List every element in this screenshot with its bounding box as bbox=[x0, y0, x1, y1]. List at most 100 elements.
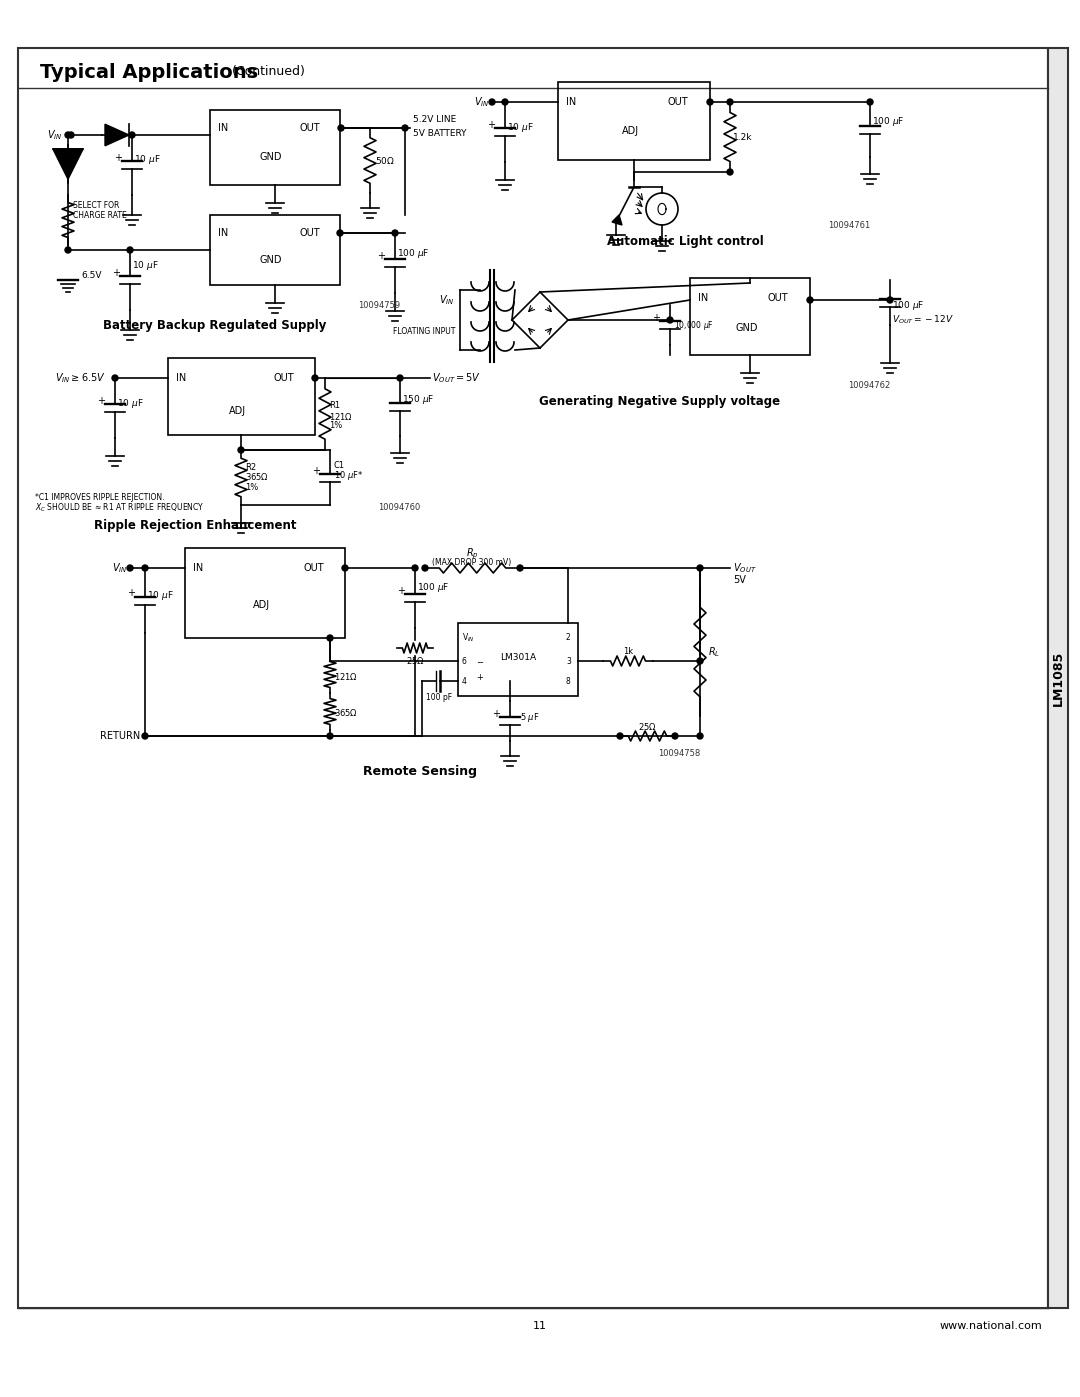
Text: $V_{IN}$: $V_{IN}$ bbox=[48, 129, 63, 142]
Circle shape bbox=[887, 298, 893, 303]
Circle shape bbox=[727, 169, 733, 175]
Text: 5.2V LINE: 5.2V LINE bbox=[413, 116, 456, 124]
Text: $X_C$ SHOULD BE ≈ R1 AT RIPPLE FREQUENCY: $X_C$ SHOULD BE ≈ R1 AT RIPPLE FREQUENCY bbox=[35, 502, 204, 514]
Text: +: + bbox=[312, 465, 320, 475]
Text: 365$\Omega$: 365$\Omega$ bbox=[245, 472, 269, 482]
Text: $V_{OUT} = 5V$: $V_{OUT} = 5V$ bbox=[432, 372, 481, 386]
Circle shape bbox=[672, 733, 678, 739]
Circle shape bbox=[327, 636, 333, 641]
Text: 100 $\mu$F: 100 $\mu$F bbox=[417, 581, 449, 595]
Text: 10094759: 10094759 bbox=[357, 300, 400, 310]
Text: 100 $\mu$F: 100 $\mu$F bbox=[892, 299, 924, 312]
Text: SELECT FOR: SELECT FOR bbox=[73, 201, 120, 210]
Text: $R_p$: $R_p$ bbox=[465, 546, 478, 562]
Text: GND: GND bbox=[260, 256, 283, 265]
Text: $V_{IN} \geq 6.5V$: $V_{IN} \geq 6.5V$ bbox=[55, 372, 106, 386]
Circle shape bbox=[65, 131, 71, 138]
Text: IN: IN bbox=[218, 123, 228, 133]
Text: Generating Negative Supply voltage: Generating Negative Supply voltage bbox=[539, 395, 781, 408]
Text: 3: 3 bbox=[566, 657, 571, 665]
Circle shape bbox=[489, 99, 495, 105]
Circle shape bbox=[397, 374, 403, 381]
Text: RETURN: RETURN bbox=[99, 731, 140, 740]
Text: 100 $\mu$F: 100 $\mu$F bbox=[397, 246, 430, 260]
Text: 5V: 5V bbox=[733, 576, 746, 585]
Text: +: + bbox=[377, 251, 384, 261]
Text: 10,000 $\mu$F: 10,000 $\mu$F bbox=[674, 319, 714, 331]
Polygon shape bbox=[612, 215, 622, 225]
Circle shape bbox=[127, 247, 133, 253]
Text: 10 $\mu$F: 10 $\mu$F bbox=[134, 154, 161, 166]
Circle shape bbox=[65, 247, 71, 253]
Text: +: + bbox=[114, 154, 122, 163]
Text: 100 $\mu$F: 100 $\mu$F bbox=[872, 116, 904, 129]
Polygon shape bbox=[105, 124, 129, 145]
Circle shape bbox=[422, 564, 428, 571]
Text: 11: 11 bbox=[534, 1322, 546, 1331]
Text: IN: IN bbox=[176, 373, 186, 383]
Text: Typical Applications: Typical Applications bbox=[40, 63, 258, 81]
Circle shape bbox=[338, 124, 345, 131]
Text: OUT: OUT bbox=[669, 96, 689, 108]
Text: Ripple Rejection Enhancement: Ripple Rejection Enhancement bbox=[94, 520, 296, 532]
Text: $V_{IN}$: $V_{IN}$ bbox=[474, 95, 490, 109]
Text: 150 $\mu$F: 150 $\mu$F bbox=[402, 394, 434, 407]
Text: *C1 IMPROVES RIPPLE REJECTION.: *C1 IMPROVES RIPPLE REJECTION. bbox=[35, 493, 164, 502]
Circle shape bbox=[112, 374, 118, 381]
Text: IN: IN bbox=[218, 228, 228, 237]
Circle shape bbox=[129, 131, 135, 138]
Circle shape bbox=[68, 131, 75, 138]
Circle shape bbox=[127, 564, 133, 571]
Text: 10094761: 10094761 bbox=[827, 221, 870, 229]
Circle shape bbox=[312, 374, 318, 381]
Text: 10 $\mu$F: 10 $\mu$F bbox=[507, 120, 534, 134]
Text: (MAX DROP 300 mV): (MAX DROP 300 mV) bbox=[432, 559, 512, 567]
Text: FLOATING INPUT: FLOATING INPUT bbox=[393, 327, 455, 337]
Text: 5V BATTERY: 5V BATTERY bbox=[413, 129, 467, 137]
Text: 5 $\mu$F: 5 $\mu$F bbox=[519, 711, 540, 725]
Circle shape bbox=[867, 99, 873, 105]
Text: 10 $\mu$F: 10 $\mu$F bbox=[117, 397, 144, 409]
Text: 100 pF: 100 pF bbox=[426, 693, 453, 701]
Circle shape bbox=[502, 99, 508, 105]
Text: 1k: 1k bbox=[623, 647, 633, 655]
Text: 10094760: 10094760 bbox=[378, 503, 420, 513]
Circle shape bbox=[517, 564, 523, 571]
Text: 8: 8 bbox=[566, 676, 570, 686]
Text: Battery Backup Regulated Supply: Battery Backup Regulated Supply bbox=[104, 319, 326, 331]
Circle shape bbox=[617, 733, 623, 739]
Text: 365$\Omega$: 365$\Omega$ bbox=[334, 707, 359, 718]
Text: 1%: 1% bbox=[329, 422, 342, 430]
Text: R1: R1 bbox=[329, 401, 340, 411]
Text: Remote Sensing: Remote Sensing bbox=[363, 764, 477, 778]
Text: GND: GND bbox=[735, 323, 758, 332]
Text: 10 $\mu$F: 10 $\mu$F bbox=[132, 258, 159, 271]
Text: $V_{IN}$: $V_{IN}$ bbox=[440, 293, 455, 307]
Text: (Continued): (Continued) bbox=[232, 66, 306, 78]
Text: 25$\Omega$: 25$\Omega$ bbox=[406, 655, 424, 665]
Text: 1.2k: 1.2k bbox=[733, 133, 753, 141]
Text: 121$\Omega$: 121$\Omega$ bbox=[334, 671, 359, 682]
Circle shape bbox=[392, 231, 399, 236]
Text: V$_{IN}$: V$_{IN}$ bbox=[462, 631, 475, 644]
Text: $-$: $-$ bbox=[476, 657, 484, 665]
Circle shape bbox=[697, 564, 703, 571]
Text: C1: C1 bbox=[334, 461, 346, 469]
Text: $V_{IN}$: $V_{IN}$ bbox=[112, 562, 129, 576]
Circle shape bbox=[697, 733, 703, 739]
Text: +: + bbox=[397, 585, 405, 597]
Text: CHARGE RATE: CHARGE RATE bbox=[73, 211, 126, 219]
Text: GND: GND bbox=[260, 152, 283, 162]
Text: $R_L$: $R_L$ bbox=[708, 645, 720, 659]
Circle shape bbox=[342, 564, 348, 571]
Text: $V_{OUT}$: $V_{OUT}$ bbox=[733, 562, 757, 576]
Circle shape bbox=[667, 317, 673, 323]
Text: Automatic Light control: Automatic Light control bbox=[607, 236, 764, 249]
Text: 10 $\mu$F: 10 $\mu$F bbox=[147, 590, 174, 602]
Text: IN: IN bbox=[698, 293, 708, 303]
Text: 6: 6 bbox=[462, 657, 467, 665]
Text: 4: 4 bbox=[462, 676, 467, 686]
Text: ADJ: ADJ bbox=[622, 126, 639, 136]
Circle shape bbox=[238, 447, 244, 453]
Text: 10094758: 10094758 bbox=[658, 750, 700, 759]
